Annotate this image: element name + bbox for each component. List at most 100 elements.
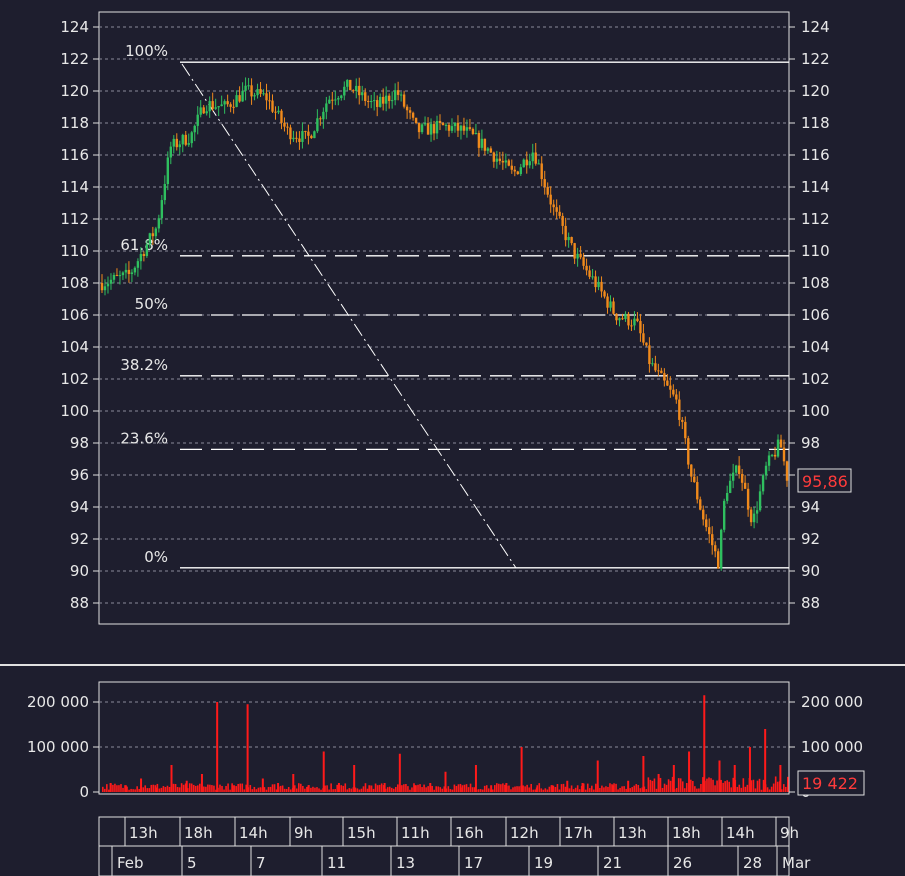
candle-body (396, 90, 400, 95)
price-tick-label: 92 (801, 530, 820, 548)
volume-bar (423, 784, 425, 792)
candle-body (384, 95, 388, 104)
candle-body (175, 138, 178, 148)
volume-bar (417, 784, 419, 792)
candle-body (310, 135, 313, 139)
candle-body (513, 169, 516, 172)
volume-bar (714, 785, 716, 792)
volume-bar (279, 785, 282, 792)
volume-bar (524, 786, 526, 792)
candle-body (355, 85, 358, 91)
volume-bar (409, 789, 411, 792)
candle-body (549, 194, 552, 205)
volume-bar (510, 789, 512, 792)
volume-bar (528, 787, 530, 792)
candle-body (702, 509, 705, 520)
volume-bars (102, 695, 789, 792)
volume-bar (576, 785, 579, 792)
candle-body (322, 111, 325, 120)
candle-body (773, 454, 777, 457)
candle-body (495, 158, 499, 162)
price-tick-label: 124 (801, 18, 830, 36)
candle-body (522, 159, 525, 168)
candle-body (648, 345, 651, 365)
candle-body (325, 103, 328, 112)
candle-body (567, 237, 570, 241)
candle-body (714, 545, 717, 552)
volume-bar (383, 783, 386, 792)
candle-body (576, 253, 579, 259)
price-tick-label: 116 (801, 146, 830, 164)
volume-bar (694, 786, 696, 792)
candle-body (630, 325, 633, 327)
volume-bar (726, 780, 728, 792)
volume-bar (221, 785, 223, 792)
candle-body (118, 275, 122, 277)
volume-bar (298, 783, 300, 792)
volume-bar (615, 783, 617, 792)
volume-bar (649, 779, 652, 792)
candle-body (636, 318, 639, 322)
candle-body (402, 94, 406, 107)
price-tick-label: 112 (60, 210, 89, 228)
volume-bar (758, 778, 761, 792)
volume-bar (140, 778, 143, 792)
candle-body (770, 454, 774, 456)
candle-body (684, 421, 687, 439)
volume-bar (453, 784, 456, 792)
candle-body (450, 126, 454, 131)
volume-bar (502, 783, 504, 792)
volume-bar (483, 785, 486, 792)
volume-bar (216, 702, 219, 792)
volume-bar (542, 789, 545, 792)
volume-bar (477, 789, 480, 792)
volume-bar (756, 780, 759, 792)
candle-body (361, 92, 364, 96)
volume-bar (595, 783, 597, 792)
volume-bar (447, 786, 450, 792)
volume-bar (570, 785, 573, 792)
volume-bar (155, 787, 158, 792)
volume-bar (253, 786, 256, 792)
candle-body (561, 215, 564, 226)
volume-bar (683, 788, 686, 792)
volume-bar (776, 781, 779, 792)
volume-bar (237, 783, 239, 792)
day-label: Mar (782, 854, 811, 872)
volume-bar (138, 788, 140, 792)
candle-body (776, 439, 780, 457)
volume-bar (675, 787, 678, 792)
candle-body (178, 144, 181, 148)
volume-bar (130, 788, 132, 792)
day-label: 7 (256, 854, 266, 872)
candle-body (585, 265, 588, 271)
volume-bar (688, 751, 691, 792)
candle-body (525, 159, 528, 166)
volume-bar (716, 780, 718, 792)
volume-bar (455, 785, 458, 792)
candle-body (217, 106, 220, 108)
volume-bar (479, 789, 482, 792)
volume-bar (156, 783, 159, 792)
price-candles (100, 77, 789, 571)
day-label: 5 (187, 854, 197, 872)
volume-bar (623, 786, 625, 792)
candle-body (678, 399, 681, 420)
price-y-ticks-left: 124 122 120 118 116 114 112 110 108 106 104 102 100 9… (60, 18, 99, 612)
volume-bar (166, 785, 169, 792)
volume-bar (285, 788, 288, 792)
volume-bar (762, 779, 765, 792)
volume-bar (245, 784, 248, 792)
volume-bar (685, 782, 688, 792)
candle-body (477, 132, 481, 148)
day-label: 17 (464, 854, 483, 872)
volume-bar (172, 783, 175, 792)
candle-body (441, 122, 445, 126)
price-tick-label: 88 (70, 594, 89, 612)
candle-body (564, 225, 567, 241)
candle-body (582, 257, 585, 266)
volume-bar (150, 784, 153, 792)
volume-bar (471, 787, 474, 792)
candle-body (232, 106, 235, 108)
